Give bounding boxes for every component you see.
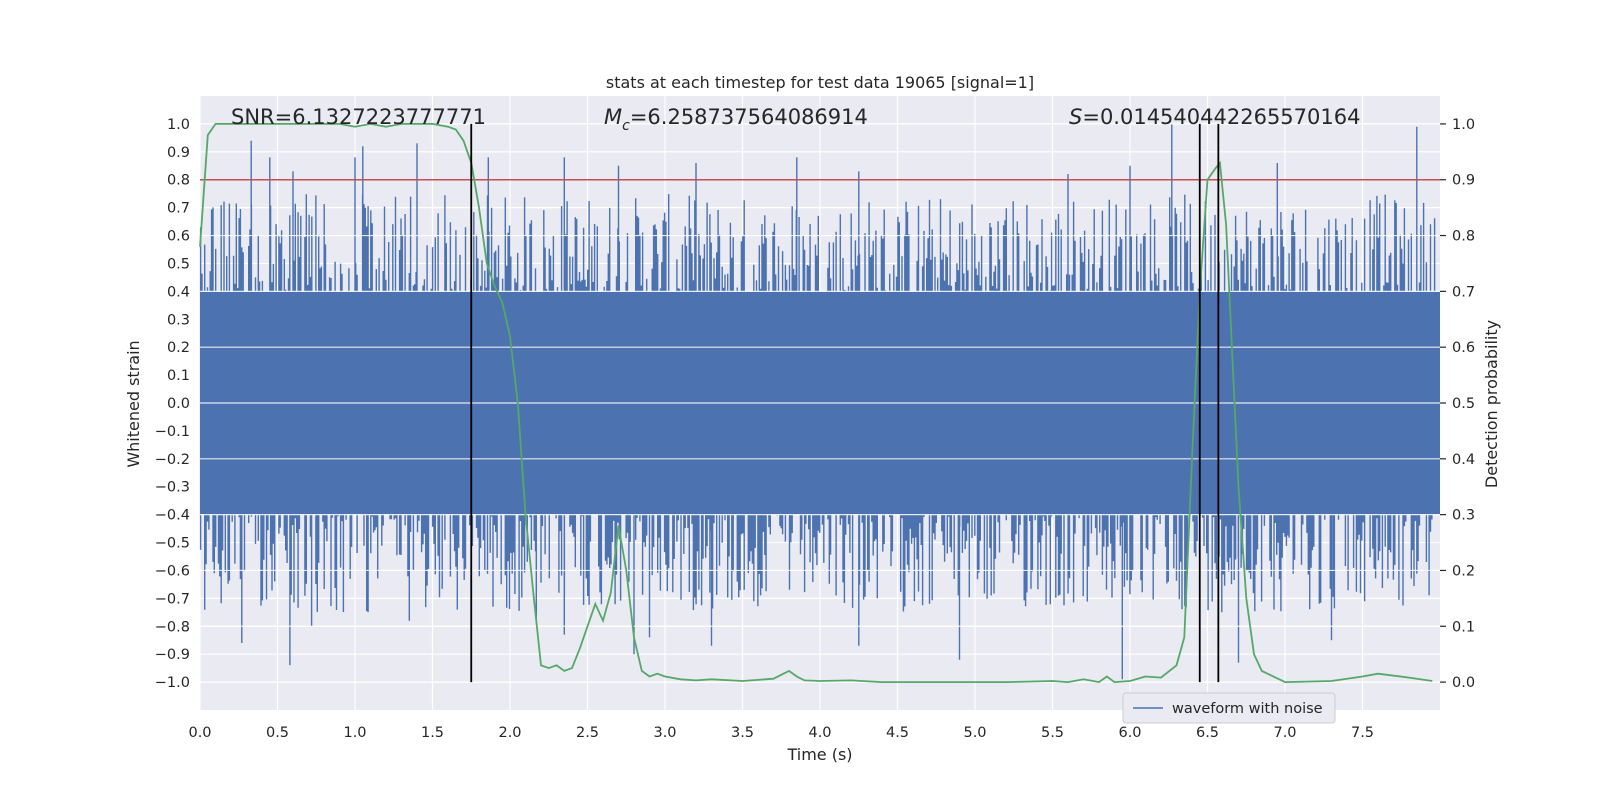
- y-tick-label: −0.9: [155, 647, 190, 663]
- s-annotation: S=0.014540442265570164: [1069, 105, 1360, 129]
- y-tick-label: −0.1: [155, 424, 190, 440]
- s-value: =0.014540442265570164: [1082, 105, 1360, 129]
- y-tick-label: −0.3: [155, 480, 190, 496]
- x-tick-label: 5.0: [963, 725, 986, 741]
- chirp-mass-symbol: M: [604, 105, 622, 129]
- y-tick-label: 0.9: [167, 145, 190, 161]
- waveform-line: [199, 123, 1436, 680]
- y2-tick-label: 0.7: [1452, 284, 1475, 300]
- y2-tick-label: 0.9: [1452, 173, 1475, 189]
- x-tick-label: 6.0: [1118, 725, 1141, 741]
- snr-annotation: SNR=6.1327223777771: [231, 105, 486, 129]
- y-tick-label: −0.6: [155, 563, 190, 579]
- y-tick-label: −1.0: [155, 675, 190, 691]
- chirp-mass-subscript: c: [622, 118, 630, 134]
- vertical-markers: [470, 123, 1220, 683]
- x-tick-label: 0.5: [266, 725, 289, 741]
- x-tick-label: 4.5: [886, 725, 909, 741]
- x-tick-labels: 0.0 0.5 1.0 1.5 2.0 2.5 3.0 3.5 4.0 4.5 5.0 5.5 6.0 6…: [188, 725, 1374, 741]
- x-tick-label: 5.5: [1041, 725, 1064, 741]
- chirp-mass-value: =6.258737564086914: [630, 105, 868, 129]
- y-tick-label: 0.3: [167, 312, 190, 328]
- chirp-mass-annotation: Mc=6.258737564086914: [604, 105, 868, 134]
- x-tick-label: 3.0: [653, 725, 676, 741]
- x-tick-label: 3.5: [731, 725, 754, 741]
- y-axis-label: Whitened strain: [124, 340, 143, 467]
- probability-line: [199, 122, 1433, 684]
- y2-tick-label: 1.0: [1452, 117, 1475, 133]
- y-tick-label: 0.1: [167, 368, 190, 384]
- legend-box: [1122, 692, 1336, 724]
- y-tick-label: 0.6: [167, 229, 190, 245]
- plot-title: stats at each timestep for test data 190…: [606, 73, 1034, 92]
- y2-tick-label: 0.2: [1452, 563, 1475, 579]
- y2-tick-label: 0.3: [1452, 508, 1475, 524]
- y-tick-label: 0.2: [167, 340, 190, 356]
- y2-tick-label: 0.0: [1452, 675, 1475, 691]
- x-tick-label: 7.5: [1351, 725, 1374, 741]
- y2-tick-label: 0.6: [1452, 340, 1475, 356]
- y-tick-label: 1.0: [167, 117, 190, 133]
- y-tick-label: −0.4: [155, 508, 190, 524]
- x-tick-label: 7.0: [1273, 725, 1296, 741]
- y-tick-label: −0.2: [155, 452, 190, 468]
- y2-tick-labels: 0.0 0.1 0.2 0.3 0.4 0.5 0.6 0.7 0.8 0.9 1.0: [1440, 117, 1475, 691]
- x-tick-label: 4.0: [808, 725, 831, 741]
- x-tick-label: 1.5: [421, 725, 444, 741]
- y2-tick-label: 0.5: [1452, 396, 1475, 412]
- y-tick-label: −0.7: [155, 591, 190, 607]
- x-tick-label: 2.0: [498, 725, 521, 741]
- x-tick-label: 6.5: [1196, 725, 1219, 741]
- s-symbol: S: [1069, 105, 1082, 129]
- y-tick-label: 0.8: [167, 173, 190, 189]
- legend-label-waveform: waveform with noise: [1172, 701, 1323, 717]
- y-tick-label: 0.4: [167, 284, 190, 300]
- x-axis-label: Time (s): [786, 745, 852, 764]
- y-tick-label: −0.5: [155, 536, 190, 552]
- y2-tick-label: 0.4: [1452, 452, 1475, 468]
- y-tick-labels: 1.0 0.9 0.8 0.7 0.6 0.5 0.4 0.3 0.2 0.1 0.0 −0.1 −0.…: [155, 117, 190, 691]
- x-tick-label: 1.0: [343, 725, 366, 741]
- y-tick-label: 0.5: [167, 256, 190, 272]
- probability-series: [199, 122, 1433, 684]
- y-tick-label: 0.0: [167, 396, 190, 412]
- grid-over-layer: [200, 123, 1440, 683]
- y2-tick-label: 0.1: [1452, 619, 1475, 635]
- x-tick-label: 2.5: [576, 725, 599, 741]
- y-tick-label: −0.8: [155, 619, 190, 635]
- y2-tick-label: 0.8: [1452, 229, 1475, 245]
- x-tick-label: 0.0: [188, 725, 211, 741]
- y-tick-label: 0.7: [167, 201, 190, 217]
- legend: waveform with noise: [1122, 692, 1336, 724]
- y2-axis-label: Detection probability: [1482, 320, 1501, 488]
